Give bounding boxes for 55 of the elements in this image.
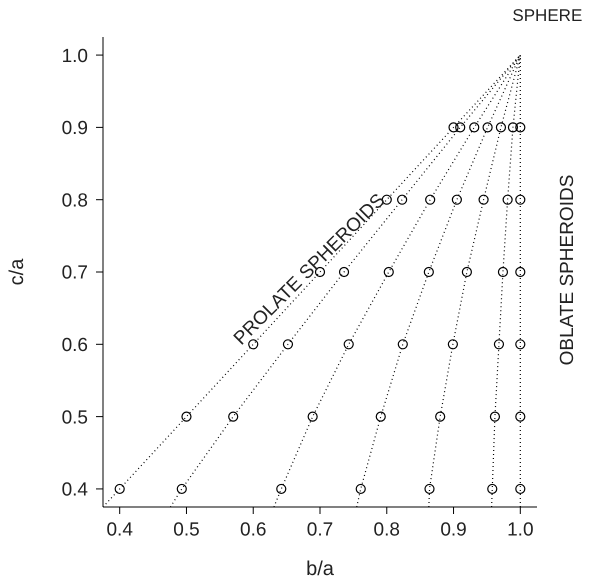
point [344, 339, 354, 350]
point [515, 194, 526, 205]
point [114, 484, 125, 494]
point [515, 339, 526, 350]
point [276, 484, 286, 494]
point [448, 122, 459, 132]
text: OBLATE SPHEROIDS [557, 174, 579, 366]
y-tick-label: 0.4 [62, 480, 88, 501]
point [508, 122, 518, 132]
point [515, 122, 526, 132]
y-tick-label: 0.7 [62, 262, 88, 284]
x-tick-label: 1.0 [507, 519, 534, 540]
y-tick-label: 0.8 [62, 190, 88, 212]
point [397, 194, 408, 205]
y-tick-label: 0.9 [62, 118, 88, 140]
x-axis-title: b/a [306, 558, 335, 580]
point [502, 194, 513, 205]
point [487, 484, 498, 494]
point [435, 412, 446, 422]
point [490, 412, 500, 422]
point [376, 412, 386, 422]
x-tick-label: 0.5 [173, 519, 200, 540]
point [455, 122, 466, 132]
point [424, 484, 435, 494]
y-axis-title: c/a [6, 258, 28, 286]
point [448, 339, 458, 350]
point [494, 339, 504, 350]
annotation: SPHERE [512, 6, 582, 26]
x-tick-label: 0.7 [306, 519, 334, 540]
point [496, 122, 506, 132]
y-tick-label: 0.6 [62, 335, 88, 356]
point [398, 339, 408, 350]
y-tick-label: 1.0 [62, 46, 88, 67]
x-tick-label: 0.9 [440, 519, 467, 540]
point [515, 484, 526, 494]
point [425, 194, 436, 205]
point [384, 266, 394, 278]
x-tick-label: 0.8 [374, 519, 400, 540]
point [308, 412, 318, 422]
point [228, 412, 238, 422]
point [515, 266, 526, 278]
x-tick-label: 0.4 [106, 519, 134, 540]
point [515, 412, 526, 422]
point [356, 484, 366, 494]
point [424, 266, 434, 278]
point [498, 266, 508, 278]
point [452, 194, 462, 205]
point [176, 484, 187, 494]
point [482, 122, 493, 132]
x-tick-label: 0.6 [240, 519, 266, 540]
point [181, 412, 192, 422]
point [478, 194, 489, 205]
point [469, 122, 480, 132]
point [462, 266, 472, 278]
y-tick-label: 0.5 [62, 407, 88, 428]
